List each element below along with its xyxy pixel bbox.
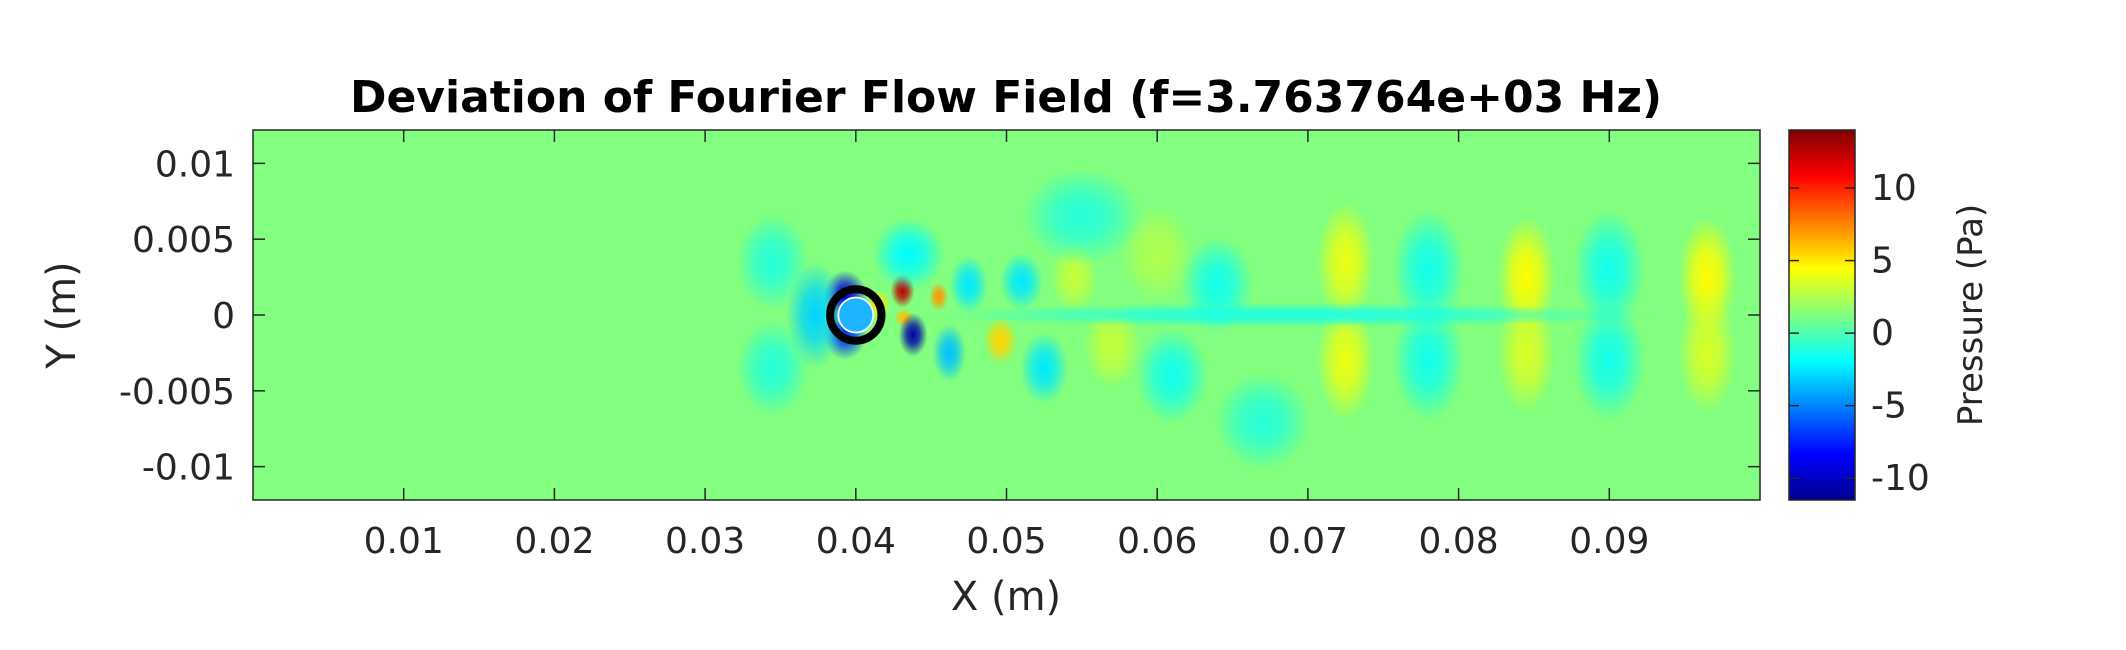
x-tick-label: 0.02 bbox=[514, 521, 594, 562]
y-axis-ticks: 0.01 0.005 0 -0.005 -0.01 bbox=[119, 144, 1760, 489]
x-axis-label: X (m) bbox=[951, 574, 1061, 620]
field-feature bbox=[931, 302, 1655, 328]
colorbar-ticks: 10 5 0 -5 -10 bbox=[1789, 168, 1930, 499]
x-tick-label: 0.08 bbox=[1419, 521, 1499, 562]
field-feature bbox=[1392, 299, 1465, 422]
field-feature bbox=[983, 316, 1018, 366]
x-tick-label: 0.09 bbox=[1569, 521, 1649, 562]
field-feature bbox=[1392, 208, 1465, 331]
colorbar-label: Pressure (Pa) bbox=[1951, 204, 1991, 426]
field-feature bbox=[898, 312, 928, 357]
colorbar-tick-label: -10 bbox=[1871, 458, 1930, 499]
x-tick-label: 0.06 bbox=[1117, 521, 1197, 562]
field-feature bbox=[1678, 292, 1737, 414]
y-tick-label: 0 bbox=[212, 296, 235, 337]
cylinder-ring bbox=[826, 285, 886, 345]
field-feature bbox=[1573, 299, 1646, 422]
y-tick-label: -0.005 bbox=[119, 372, 235, 413]
colorbar-gradient bbox=[1788, 129, 1856, 501]
cylinder-core bbox=[839, 298, 873, 332]
y-tick-label: 0.01 bbox=[155, 144, 235, 185]
field-feature bbox=[1316, 201, 1375, 323]
x-axis-ticks: 0.01 0.02 0.03 0.04 0.05 0.06 0.07 0.08 0.09 bbox=[364, 130, 1649, 562]
field-feature bbox=[736, 213, 810, 311]
x-tick-label: 0.07 bbox=[1268, 521, 1348, 562]
colorbar: 10 5 0 -5 -10 Pressure (Pa) bbox=[1788, 129, 1991, 501]
colorbar-tick-label: 0 bbox=[1871, 313, 1894, 354]
cylinder-obstacle bbox=[826, 285, 886, 345]
x-tick-label: 0.01 bbox=[364, 521, 444, 562]
field-feature bbox=[872, 217, 945, 291]
y-axis-label: Y (m) bbox=[39, 261, 85, 369]
colorbar-tick-label: 10 bbox=[1871, 168, 1917, 209]
field-feature bbox=[1020, 331, 1069, 405]
x-tick-label: 0.05 bbox=[966, 521, 1046, 562]
cylinder-ring-inner bbox=[837, 296, 875, 334]
field-feature bbox=[1214, 372, 1311, 470]
field-feature bbox=[736, 319, 810, 417]
y-tick-label: 0.005 bbox=[132, 220, 235, 261]
x-tick-label: 0.04 bbox=[816, 521, 896, 562]
field-feature bbox=[1573, 208, 1646, 331]
field-feature bbox=[1021, 167, 1143, 265]
field-feature bbox=[1316, 299, 1375, 422]
chart-title: Deviation of Fourier Flow Field (f=3.763… bbox=[350, 72, 1662, 123]
field-feature bbox=[929, 282, 949, 312]
field-feature bbox=[949, 255, 989, 314]
x-tick-label: 0.03 bbox=[665, 521, 745, 562]
y-tick-label: -0.01 bbox=[142, 448, 235, 489]
field-feature bbox=[999, 252, 1044, 311]
field-feature bbox=[932, 323, 967, 383]
colorbar-tick-label: 5 bbox=[1871, 241, 1894, 282]
heatmap-area bbox=[253, 130, 1760, 500]
field-feature bbox=[1136, 327, 1209, 425]
colorbar-tick-label: -5 bbox=[1871, 386, 1907, 427]
